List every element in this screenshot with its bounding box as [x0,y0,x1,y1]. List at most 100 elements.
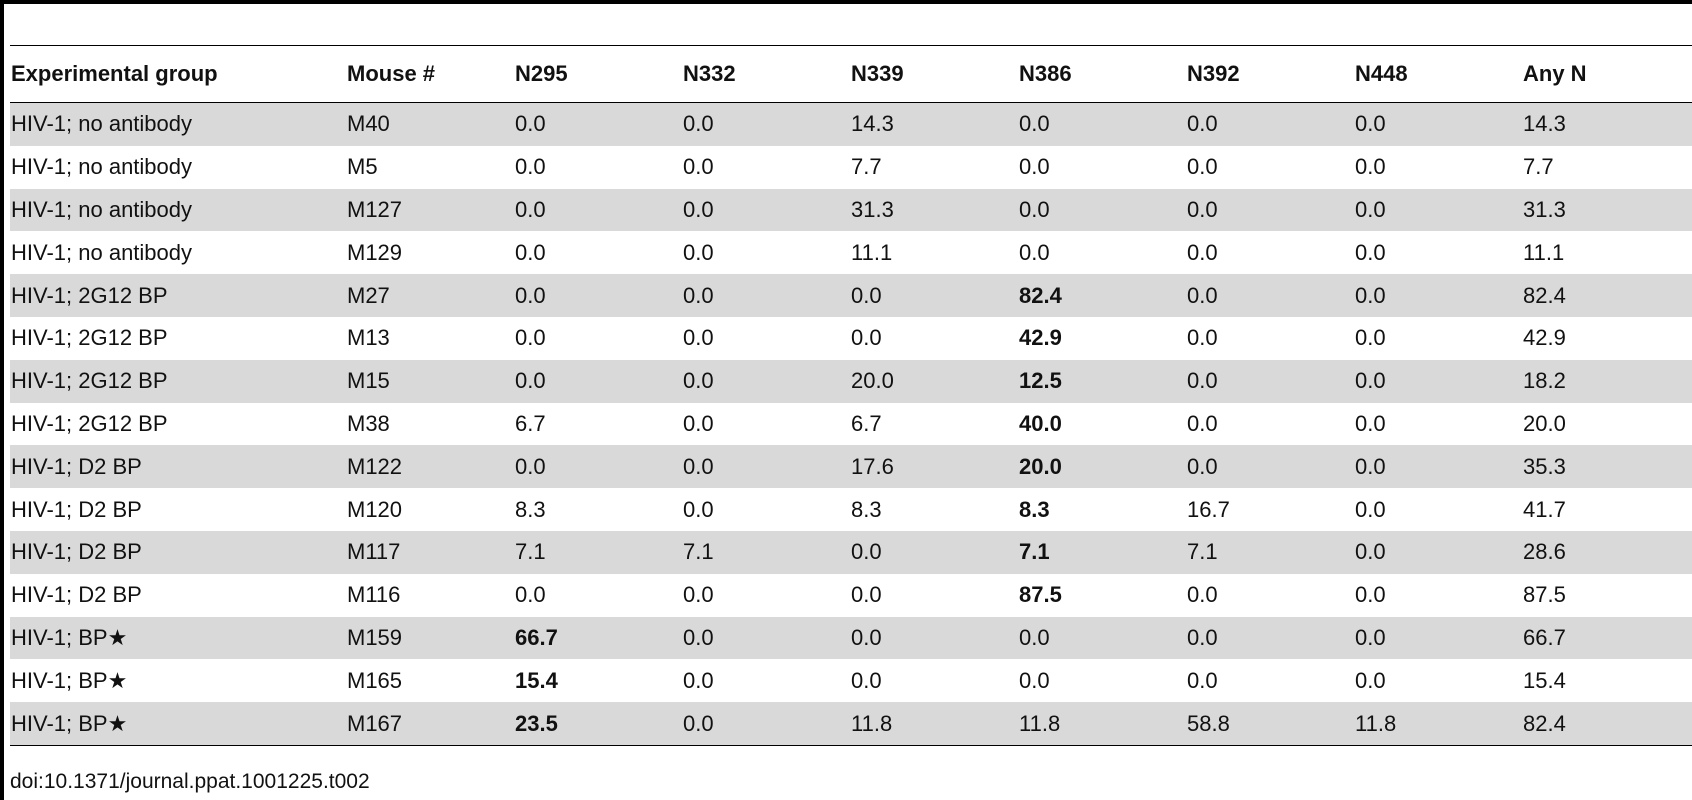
table-cell: 42.9 [1019,325,1062,351]
n386-header: N386 [1019,61,1072,86]
table-cell: 11.8 [1019,710,1061,736]
table-cell: 16.7 [1187,496,1230,522]
table-cell: 20.0 [1523,410,1566,436]
table-cell: HIV-1; D2 BP [11,539,142,565]
table-row: HIV-1; D2 BP M120 8.3 0.0 8.3 8.3 16.7 0.0 41.7 [10,488,1692,531]
table-row: HIV-1; 2G12 BP M38 6.7 0.0 6.7 40.0 0.0 0.0 20.0 [10,403,1692,446]
table-cell: 0.0 [851,282,882,308]
table-cell: 0.0 [1019,239,1050,265]
table-cell: 0.0 [1355,239,1386,265]
table-cell: 0.0 [1355,154,1386,180]
table-cell: 0.0 [1187,453,1218,479]
top-border-rule [0,0,1692,4]
table-cell: 0.0 [1355,582,1386,608]
table-cell: 7.7 [1523,154,1554,180]
table-cell: 0.0 [1187,196,1218,222]
table-cell: 0.0 [515,196,546,222]
table-cell: 20.0 [851,368,894,394]
table-cell: M27 [347,282,390,308]
table-cell: 0.0 [851,624,882,650]
table-cell: 6.7 [515,410,546,436]
table-cell: 41.7 [1523,496,1566,522]
table-cell: 0.0 [515,582,546,608]
table-cell: 0.0 [851,325,882,351]
table-cell: 0.0 [851,667,882,693]
table-cell: HIV-1; D2 BP [11,582,142,608]
n332-header: N332 [683,61,736,86]
table-cell: M120 [347,496,403,522]
table-cell: 82.4 [1523,282,1566,308]
table-cell: 0.0 [1355,325,1386,351]
table-row: HIV-1; 2G12 BP M13 0.0 0.0 0.0 42.9 0.0 0.0 42.9 [10,317,1692,360]
table-cell: 0.0 [683,282,714,308]
table-cell: 87.5 [1019,582,1062,608]
table-cell: 0.0 [1355,368,1386,394]
table-cell: 0.0 [1355,410,1386,436]
table-cell: 0.0 [1187,282,1218,308]
table-cell: 0.0 [683,624,714,650]
table-cell: 0.0 [1187,582,1218,608]
table-cell: 28.6 [1523,539,1566,565]
table-cell: 15.4 [515,667,558,693]
table-cell: 0.0 [515,368,546,394]
table-row: HIV-1; BP★ M167 23.5 0.0 11.8 11.8 58.8 11.8 82.… [10,702,1692,746]
table-cell: 15.4 [1523,667,1566,693]
table-cell: 14.3 [1523,111,1566,137]
table-cell: 0.0 [515,111,546,137]
table-cell: 0.0 [1187,368,1218,394]
table-row: HIV-1; D2 BP M117 7.1 7.1 0.0 7.1 7.1 0.0 28.6 [10,530,1692,574]
table-cell: 0.0 [1187,325,1218,351]
table-cell: 7.7 [851,154,882,180]
table-cell: 11.1 [851,239,893,265]
table-cell: 0.0 [1187,667,1218,693]
table-cell: 0.0 [683,111,714,137]
table-row: HIV-1; BP★ M165 15.4 0.0 0.0 0.0 0.0 0.0 15.4 [10,659,1692,702]
table-row: HIV-1; 2G12 BP M15 0.0 0.0 20.0 12.5 0.0 0.0 18.… [10,359,1692,403]
n295-header: N295 [515,61,568,86]
table-cell: M13 [347,325,390,351]
table-cell: HIV-1; D2 BP [11,453,142,479]
table-cell: M159 [347,624,403,650]
table-cell: HIV-1; D2 BP [11,496,142,522]
table-row: HIV-1; BP★ M159 66.7 0.0 0.0 0.0 0.0 0.0 66.7 [10,616,1692,660]
table-cell: 31.3 [1523,196,1566,222]
table-cell: M127 [347,196,403,222]
table-cell: HIV-1; 2G12 BP [11,282,168,308]
table-cell: M15 [347,368,390,394]
table-row: HIV-1; D2 BP M116 0.0 0.0 0.0 87.5 0.0 0.0 87.5 [10,574,1692,617]
table-cell: 0.0 [683,582,714,608]
table-cell: 20.0 [1019,453,1062,479]
table-cell: 8.3 [851,496,882,522]
table-cell: M38 [347,410,390,436]
data-table: Experimental group Mouse # N295 N332 N339 N38… [10,45,1692,746]
table-cell: M40 [347,111,390,137]
table-cell: HIV-1; BP★ [11,710,128,736]
table-row: HIV-1; D2 BP M122 0.0 0.0 17.6 20.0 0.0 0.0 35.3 [10,445,1692,489]
table-container: Experimental group Mouse # N295 N332 N339 N38… [10,45,1692,746]
table-cell: 66.7 [1523,624,1566,650]
doi-caption: doi:10.1371/journal.ppat.1001225.t002 [10,770,370,793]
table-cell: 0.0 [515,282,546,308]
table-row: HIV-1; 2G12 BP M27 0.0 0.0 0.0 82.4 0.0 0.0 82.4 [10,274,1692,317]
table-cell: 31.3 [851,196,894,222]
table-cell: 0.0 [1355,539,1386,565]
table-cell: 0.0 [1187,239,1218,265]
table-cell: HIV-1; BP★ [11,624,128,650]
table-cell: 0.0 [515,453,546,479]
table-cell: HIV-1; no antibody [11,196,193,222]
table-cell: 0.0 [1019,196,1050,222]
table-cell: M117 [347,539,401,565]
table-cell: 0.0 [683,196,714,222]
table-cell: 23.5 [515,710,558,736]
table-cell: HIV-1; 2G12 BP [11,325,168,351]
table-cell: 0.0 [515,154,546,180]
table-cell: 14.3 [851,111,894,137]
table-cell: 12.5 [1019,368,1062,394]
table-cell: HIV-1; 2G12 BP [11,410,168,436]
n339-header: N339 [851,61,904,86]
table-cell: 0.0 [1355,282,1386,308]
table-cell: 11.1 [1523,239,1565,265]
table-cell: 82.4 [1523,710,1566,736]
table-cell: 17.6 [851,453,894,479]
table-row: HIV-1; no antibody M5 0.0 0.0 7.7 0.0 0.0 0.0 7.… [10,146,1692,189]
